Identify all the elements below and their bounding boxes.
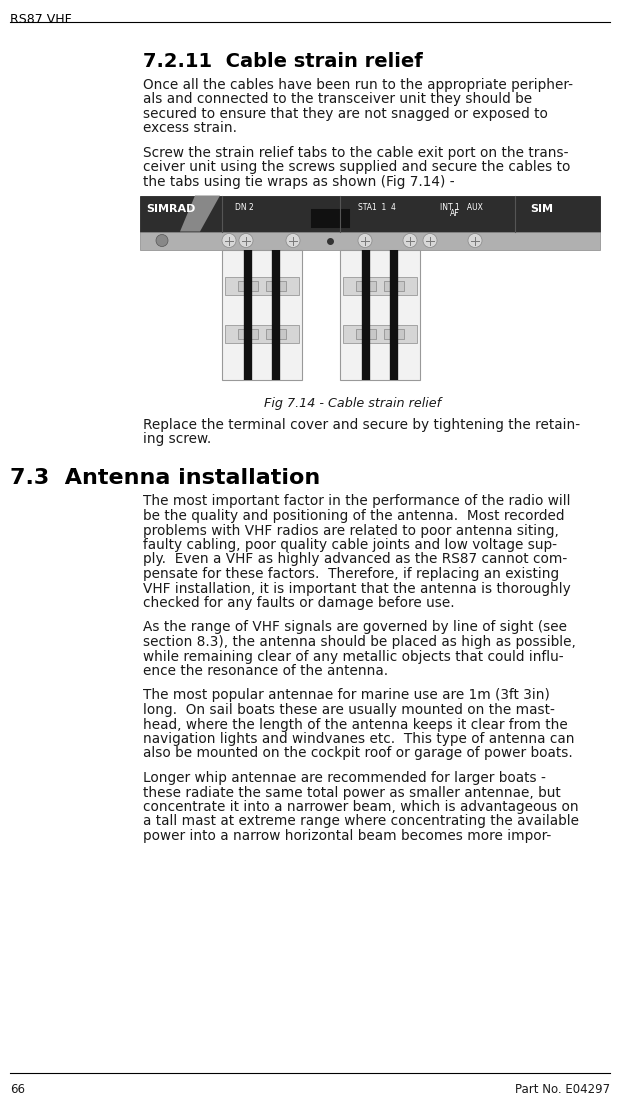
Text: As the range of VHF signals are governed by line of sight (see: As the range of VHF signals are governed… bbox=[143, 620, 567, 635]
Bar bbox=[222, 249, 302, 380]
Bar bbox=[280, 329, 286, 339]
Text: long.  On sail boats these are usually mounted on the mast-: long. On sail boats these are usually mo… bbox=[143, 703, 555, 717]
Text: The most popular antennae for marine use are 1m (3ft 3in): The most popular antennae for marine use… bbox=[143, 688, 550, 702]
Text: STA1  1  4: STA1 1 4 bbox=[358, 203, 396, 212]
Bar bbox=[343, 325, 417, 344]
Text: 7.2.11  Cable strain relief: 7.2.11 Cable strain relief bbox=[143, 53, 423, 71]
Bar bbox=[140, 196, 600, 232]
Bar bbox=[267, 329, 273, 339]
Bar bbox=[397, 281, 404, 291]
Bar bbox=[250, 281, 257, 291]
Bar bbox=[384, 281, 391, 291]
Text: excess strain.: excess strain. bbox=[143, 121, 237, 136]
Circle shape bbox=[272, 281, 281, 291]
Circle shape bbox=[358, 233, 372, 247]
Text: Replace the terminal cover and secure by tightening the retain-: Replace the terminal cover and secure by… bbox=[143, 418, 580, 431]
Text: also be mounted on the cockpit roof or garage of power boats.: also be mounted on the cockpit roof or g… bbox=[143, 746, 573, 760]
Circle shape bbox=[239, 233, 253, 247]
Text: Fig 7.14 - Cable strain relief: Fig 7.14 - Cable strain relief bbox=[265, 397, 441, 410]
Text: 66: 66 bbox=[10, 1083, 25, 1094]
Text: power into a narrow horizontal beam becomes more impor-: power into a narrow horizontal beam beco… bbox=[143, 829, 551, 843]
Text: pensate for these factors.  Therefore, if replacing an existing: pensate for these factors. Therefore, if… bbox=[143, 567, 559, 581]
Text: navigation lights and windvanes etc.  This type of antenna can: navigation lights and windvanes etc. Thi… bbox=[143, 732, 575, 746]
Circle shape bbox=[403, 233, 417, 247]
Text: 7.3  Antenna installation: 7.3 Antenna installation bbox=[10, 468, 321, 489]
Circle shape bbox=[389, 281, 399, 291]
Bar bbox=[397, 329, 404, 339]
Bar bbox=[250, 329, 257, 339]
Bar bbox=[225, 277, 299, 295]
Text: these radiate the same total power as smaller antennae, but: these radiate the same total power as sm… bbox=[143, 785, 560, 800]
Circle shape bbox=[242, 329, 252, 339]
Text: ing screw.: ing screw. bbox=[143, 432, 211, 446]
Text: Longer whip antennae are recommended for larger boats -: Longer whip antennae are recommended for… bbox=[143, 771, 546, 785]
Circle shape bbox=[468, 233, 482, 247]
Text: section 8.3), the antenna should be placed as high as possible,: section 8.3), the antenna should be plac… bbox=[143, 635, 576, 649]
Text: AF: AF bbox=[450, 209, 459, 219]
Text: ceiver unit using the screws supplied and secure the cables to: ceiver unit using the screws supplied an… bbox=[143, 161, 570, 175]
Bar bbox=[384, 329, 391, 339]
Text: head, where the length of the antenna keeps it clear from the: head, where the length of the antenna ke… bbox=[143, 718, 568, 732]
Bar bbox=[225, 325, 299, 344]
Text: faulty cabling, poor quality cable joints and low voltage sup-: faulty cabling, poor quality cable joint… bbox=[143, 538, 557, 552]
Circle shape bbox=[361, 329, 371, 339]
Bar bbox=[369, 281, 376, 291]
Circle shape bbox=[389, 329, 399, 339]
Bar bbox=[340, 249, 420, 380]
Text: RS87 VHF: RS87 VHF bbox=[10, 13, 72, 26]
Circle shape bbox=[286, 233, 300, 247]
Text: SIMRAD: SIMRAD bbox=[146, 203, 195, 213]
Text: INT 1   AUX: INT 1 AUX bbox=[440, 202, 483, 211]
Bar bbox=[140, 232, 600, 249]
Circle shape bbox=[242, 281, 252, 291]
Text: the tabs using tie wraps as shown (Fig 7.14) -: the tabs using tie wraps as shown (Fig 7… bbox=[143, 175, 454, 189]
Bar bbox=[356, 329, 363, 339]
Text: Once all the cables have been run to the appropriate peripher-: Once all the cables have been run to the… bbox=[143, 78, 573, 92]
Bar bbox=[237, 281, 245, 291]
Text: als and connected to the transceiver unit they should be: als and connected to the transceiver uni… bbox=[143, 93, 532, 106]
Bar bbox=[280, 281, 286, 291]
Text: SIM: SIM bbox=[530, 203, 553, 213]
Text: DN 2: DN 2 bbox=[235, 203, 254, 212]
Circle shape bbox=[156, 234, 168, 246]
Bar bbox=[356, 281, 363, 291]
Polygon shape bbox=[180, 196, 220, 232]
Text: while remaining clear of any metallic objects that could influ-: while remaining clear of any metallic ob… bbox=[143, 650, 564, 663]
Text: be the quality and positioning of the antenna.  Most recorded: be the quality and positioning of the an… bbox=[143, 509, 564, 523]
Circle shape bbox=[222, 233, 236, 247]
Text: problems with VHF radios are related to poor antenna siting,: problems with VHF radios are related to … bbox=[143, 524, 559, 537]
Text: concentrate it into a narrower beam, which is advantageous on: concentrate it into a narrower beam, whi… bbox=[143, 800, 578, 814]
Circle shape bbox=[423, 233, 437, 247]
Text: ply.  Even a VHF as highly advanced as the RS87 cannot com-: ply. Even a VHF as highly advanced as th… bbox=[143, 552, 567, 567]
Bar bbox=[310, 208, 350, 228]
Text: Part No. E04297: Part No. E04297 bbox=[515, 1083, 610, 1094]
Bar bbox=[237, 329, 245, 339]
Text: checked for any faults or damage before use.: checked for any faults or damage before … bbox=[143, 596, 454, 610]
Text: secured to ensure that they are not snagged or exposed to: secured to ensure that they are not snag… bbox=[143, 107, 548, 121]
Circle shape bbox=[361, 281, 371, 291]
Bar bbox=[267, 281, 273, 291]
Text: a tall mast at extreme range where concentrating the available: a tall mast at extreme range where conce… bbox=[143, 815, 579, 828]
Text: The most important factor in the performance of the radio will: The most important factor in the perform… bbox=[143, 494, 570, 509]
Text: VHF installation, it is important that the antenna is thoroughly: VHF installation, it is important that t… bbox=[143, 582, 571, 595]
Bar bbox=[369, 329, 376, 339]
Circle shape bbox=[272, 329, 281, 339]
Text: ence the resonance of the antenna.: ence the resonance of the antenna. bbox=[143, 664, 388, 678]
Text: Screw the strain relief tabs to the cable exit port on the trans-: Screw the strain relief tabs to the cabl… bbox=[143, 146, 569, 160]
Bar bbox=[343, 277, 417, 295]
